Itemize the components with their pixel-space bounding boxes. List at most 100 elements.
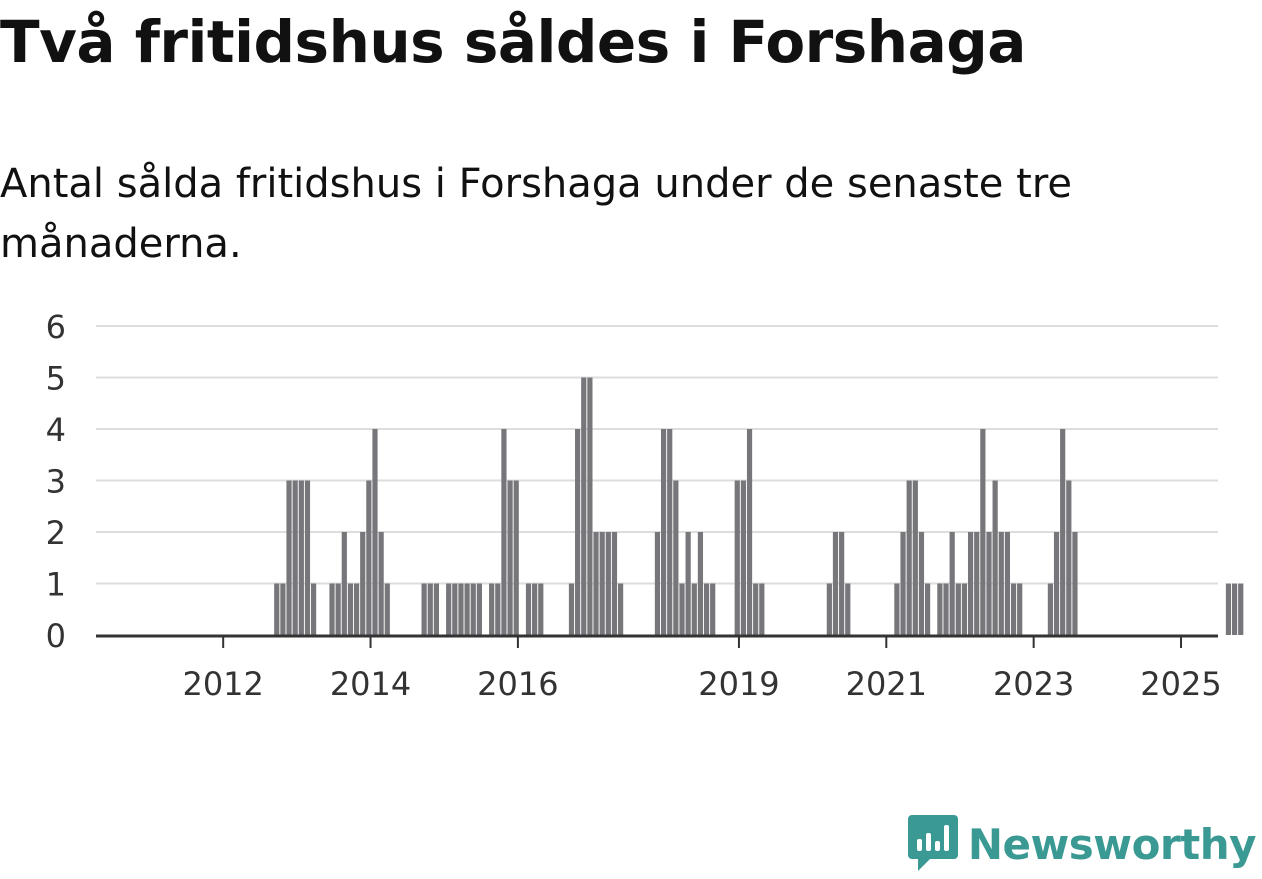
x-tick-label: 2019 <box>698 665 779 703</box>
bar <box>611 532 618 635</box>
bar <box>1053 532 1060 635</box>
bar <box>538 583 544 635</box>
bar <box>679 583 685 635</box>
x-axis: 2012 2014 2016 2019 2021 2023 2025 <box>96 634 1222 703</box>
bar <box>587 377 593 635</box>
x-tick-label: 2021 <box>846 665 927 703</box>
bar <box>986 532 992 635</box>
bar <box>998 532 1004 635</box>
bar <box>980 429 986 635</box>
bar <box>311 583 317 635</box>
bar <box>839 532 845 635</box>
bar <box>618 583 624 635</box>
brand-name: Newsworthy <box>967 819 1257 869</box>
bar <box>1072 532 1078 635</box>
bar <box>955 583 961 635</box>
y-tick-label: 1 <box>46 566 66 604</box>
bar <box>1047 583 1053 635</box>
bar <box>501 429 507 635</box>
bar <box>384 583 390 635</box>
bar <box>740 480 746 635</box>
bar <box>1232 583 1238 635</box>
chart-subtitle: Antal sålda fritidshus i Forshaga under … <box>0 161 1072 267</box>
bar <box>832 532 839 635</box>
bar <box>1060 429 1066 635</box>
bar <box>335 583 341 635</box>
bar <box>286 480 292 635</box>
bar <box>525 583 532 635</box>
bar <box>470 583 476 635</box>
bar <box>967 532 974 635</box>
bar <box>1238 583 1244 635</box>
y-tick-label: 2 <box>46 514 66 552</box>
y-tick-label: 0 <box>46 617 66 655</box>
bar <box>753 583 759 635</box>
bar <box>360 532 366 635</box>
bar <box>575 429 581 635</box>
bar <box>654 532 661 635</box>
bar <box>759 583 765 635</box>
bar <box>353 583 360 635</box>
chart-bubble-icon <box>907 815 958 871</box>
bar <box>1017 583 1023 635</box>
bar <box>495 583 501 635</box>
bar <box>703 583 710 635</box>
bar <box>826 583 832 635</box>
x-tick-label: 2014 <box>330 665 411 703</box>
bar <box>513 480 519 635</box>
y-tick-label: 6 <box>46 308 66 346</box>
y-tick-label: 3 <box>46 463 66 501</box>
bar <box>894 583 900 635</box>
bar <box>489 583 495 635</box>
bar <box>329 583 335 635</box>
bar <box>746 429 753 635</box>
bar <box>366 480 372 635</box>
bar <box>906 480 912 635</box>
bar <box>673 480 679 635</box>
bar <box>599 532 605 635</box>
bar <box>274 583 280 635</box>
bar <box>660 429 667 635</box>
newsworthy-logo: Newsworthy <box>907 815 1257 873</box>
x-tick-label: 2025 <box>1140 665 1221 703</box>
bar <box>507 480 513 635</box>
bar <box>974 532 980 635</box>
x-tick-label: 2016 <box>477 665 558 703</box>
bar <box>710 583 716 635</box>
bar <box>961 583 968 635</box>
bar <box>452 583 458 635</box>
bar <box>937 583 943 635</box>
bar <box>341 532 347 635</box>
bar <box>925 583 931 635</box>
x-tick-label: 2012 <box>182 665 263 703</box>
bar <box>697 532 704 635</box>
bar <box>1066 480 1072 635</box>
bar <box>943 583 949 635</box>
bar <box>464 583 470 635</box>
bar <box>427 583 433 635</box>
bar <box>691 583 697 635</box>
bar <box>918 532 925 635</box>
bar <box>372 429 378 635</box>
y-axis: 0 1 2 3 4 5 6 <box>46 308 66 655</box>
bars <box>274 377 1244 635</box>
bar <box>992 480 998 635</box>
bar <box>667 429 673 635</box>
bar-chart: 0 1 2 3 4 5 6 2012 2014 2016 2019 2021 2023 2025 2 <box>46 308 1244 703</box>
y-tick-label: 5 <box>46 360 66 398</box>
bar <box>685 532 691 635</box>
bar <box>568 583 575 635</box>
bar <box>532 583 538 635</box>
bar <box>298 480 304 635</box>
gridlines <box>96 325 1218 585</box>
bar <box>912 480 918 635</box>
bar <box>1225 583 1232 635</box>
bar <box>949 532 955 635</box>
bar <box>280 583 286 635</box>
bar <box>347 583 354 635</box>
bar <box>1010 583 1017 635</box>
bar <box>292 480 298 635</box>
bar <box>605 532 611 635</box>
bar <box>1004 532 1011 635</box>
chart-title: Två fritidshus såldes i Forshaga <box>0 8 1026 76</box>
